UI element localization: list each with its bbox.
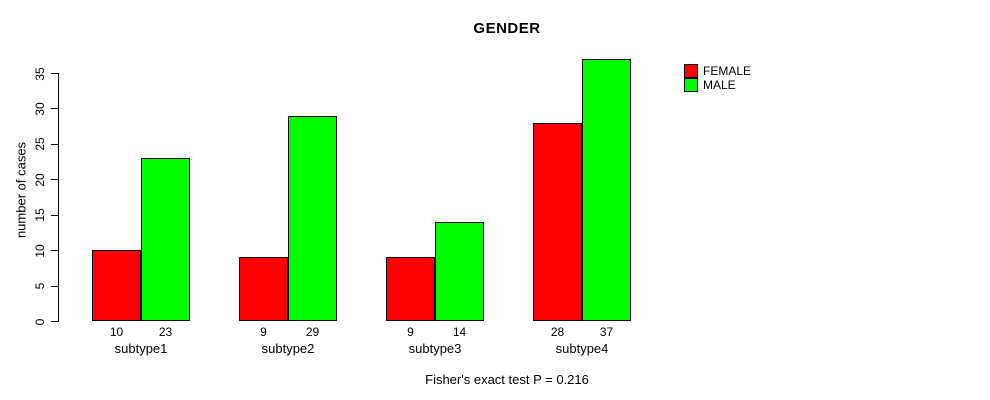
bar-female-subtype1: [92, 250, 141, 321]
stat-test-caption: Fisher's exact test P = 0.216: [425, 372, 589, 387]
bar-value-label: 10: [109, 325, 124, 339]
category-label-subtype1: subtype1: [114, 341, 168, 356]
y-tick-label: 5: [33, 282, 47, 290]
bar-male-subtype1: [141, 158, 190, 321]
bar-value-label: 9: [407, 325, 414, 339]
y-axis-tick: [51, 321, 58, 322]
bar-value-label: 23: [158, 325, 173, 339]
bar-female-subtype4: [533, 122, 582, 321]
legend-item-male: MALE: [684, 78, 751, 92]
y-axis-line: [58, 73, 59, 322]
y-tick-label: 35: [33, 66, 47, 81]
y-axis-tick: [51, 250, 58, 252]
category-label-subtype3: subtype3: [408, 341, 462, 356]
y-axis-tick: [51, 214, 58, 216]
y-tick-label: 20: [33, 173, 47, 187]
y-tick-label: 0: [33, 318, 47, 325]
legend: FEMALE MALE: [684, 64, 751, 92]
legend-label: MALE: [703, 78, 736, 92]
bar-male-subtype4: [582, 58, 631, 321]
y-axis-tick: [51, 73, 58, 74]
y-axis-tick: [51, 285, 58, 287]
bar-male-subtype2: [288, 115, 337, 321]
y-tick-label: 30: [33, 102, 47, 116]
category-label-subtype4: subtype4: [555, 341, 609, 356]
bar-female-subtype2: [239, 257, 288, 321]
chart-title: GENDER: [473, 20, 541, 37]
legend-swatch-female: [684, 64, 698, 78]
y-axis-tick: [51, 179, 58, 181]
legend-swatch-male: [684, 78, 698, 92]
bar-value-label: 28: [550, 325, 565, 339]
bar-value-label: 14: [452, 325, 467, 339]
y-tick-label: 15: [33, 208, 47, 222]
bar-value-label: 37: [599, 325, 614, 339]
bar-male-subtype3: [435, 221, 484, 321]
y-axis-tick: [51, 143, 58, 145]
bar-value-label: 9: [260, 325, 267, 339]
category-label-subtype2: subtype2: [261, 341, 315, 356]
bar-female-subtype3: [386, 257, 435, 321]
legend-label: FEMALE: [703, 64, 752, 78]
legend-item-female: FEMALE: [684, 64, 751, 78]
y-tick-label: 10: [33, 243, 47, 258]
bar-value-label: 29: [305, 325, 320, 339]
y-tick-label: 25: [33, 137, 47, 152]
y-axis-tick: [51, 108, 58, 110]
